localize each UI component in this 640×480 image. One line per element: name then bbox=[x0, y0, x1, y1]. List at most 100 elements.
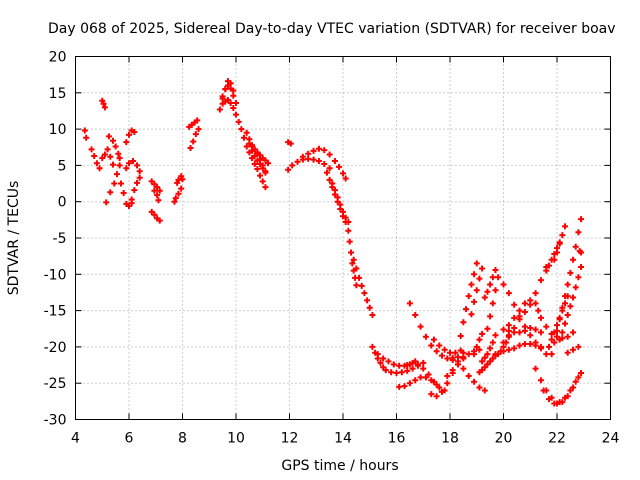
data-point bbox=[567, 269, 574, 276]
data-point bbox=[465, 372, 472, 379]
data-point bbox=[340, 170, 346, 177]
data-point bbox=[109, 137, 116, 144]
data-point bbox=[444, 372, 451, 379]
data-point bbox=[285, 166, 292, 173]
series-s31 bbox=[350, 256, 376, 318]
data-point bbox=[476, 275, 483, 282]
data-point bbox=[527, 332, 534, 339]
data-point bbox=[551, 339, 558, 346]
series-s41 bbox=[457, 260, 480, 340]
data-point bbox=[578, 264, 585, 271]
data-point bbox=[315, 145, 322, 152]
data-point bbox=[505, 346, 512, 353]
data-point bbox=[562, 394, 569, 401]
data-point bbox=[155, 197, 162, 204]
data-point bbox=[457, 333, 464, 340]
data-point bbox=[251, 160, 258, 167]
series-s02 bbox=[88, 146, 103, 172]
series-s52 bbox=[500, 281, 550, 358]
data-point bbox=[404, 362, 411, 369]
data-point bbox=[511, 329, 518, 336]
data-point bbox=[436, 342, 443, 349]
series-s63 bbox=[576, 248, 585, 256]
data-point bbox=[537, 314, 544, 321]
data-point bbox=[305, 150, 312, 157]
series-s42 bbox=[468, 265, 486, 318]
data-point bbox=[401, 383, 408, 390]
data-point bbox=[257, 160, 264, 167]
data-point bbox=[422, 333, 429, 340]
series-s19 bbox=[219, 82, 239, 106]
data-point bbox=[463, 306, 470, 313]
x-tick-label: 18 bbox=[441, 431, 459, 447]
data-point bbox=[551, 256, 558, 263]
data-point bbox=[484, 351, 491, 358]
data-point bbox=[310, 147, 317, 154]
data-point bbox=[156, 187, 163, 194]
series-s58 bbox=[548, 216, 585, 358]
data-point bbox=[479, 330, 486, 337]
series-s08 bbox=[123, 127, 138, 146]
data-point bbox=[134, 179, 141, 186]
data-point bbox=[500, 339, 507, 346]
series-s38 bbox=[430, 336, 464, 356]
data-point bbox=[259, 178, 266, 185]
data-point bbox=[361, 290, 368, 297]
data-point bbox=[471, 351, 478, 358]
data-point bbox=[190, 138, 197, 145]
data-point bbox=[151, 211, 158, 218]
data-point bbox=[489, 339, 496, 346]
data-point bbox=[154, 184, 161, 191]
data-point bbox=[559, 304, 566, 311]
x-tick-label: 6 bbox=[125, 431, 134, 447]
data-point bbox=[116, 162, 123, 169]
series-s46 bbox=[484, 274, 502, 332]
data-points bbox=[81, 78, 585, 407]
data-point bbox=[83, 134, 90, 141]
data-point bbox=[430, 378, 437, 385]
data-point bbox=[289, 162, 296, 169]
data-point bbox=[342, 175, 349, 182]
data-point bbox=[476, 336, 483, 343]
data-point bbox=[575, 274, 582, 281]
data-point bbox=[93, 160, 100, 167]
data-point bbox=[532, 365, 539, 372]
data-point bbox=[543, 323, 550, 330]
data-point bbox=[495, 274, 502, 281]
data-point bbox=[337, 201, 344, 208]
data-point bbox=[101, 151, 108, 158]
data-point bbox=[323, 169, 330, 176]
y-tick-label: -10 bbox=[44, 267, 67, 283]
data-point bbox=[428, 391, 435, 398]
data-point bbox=[156, 217, 163, 224]
data-point bbox=[505, 290, 512, 297]
data-point bbox=[230, 105, 237, 112]
data-point bbox=[385, 358, 392, 365]
data-point bbox=[194, 117, 201, 124]
data-point bbox=[532, 342, 539, 349]
data-point bbox=[556, 316, 563, 323]
data-point bbox=[481, 294, 488, 301]
data-point bbox=[505, 322, 512, 329]
data-point bbox=[433, 393, 440, 400]
data-point bbox=[511, 301, 518, 308]
data-point bbox=[487, 345, 494, 352]
data-point bbox=[489, 274, 496, 281]
series-s29 bbox=[329, 180, 352, 226]
data-point bbox=[473, 287, 480, 294]
data-point bbox=[126, 160, 132, 167]
series-s32 bbox=[369, 343, 427, 377]
data-point bbox=[578, 249, 585, 256]
series-s61 bbox=[540, 370, 585, 407]
data-point bbox=[154, 192, 161, 199]
data-point bbox=[81, 127, 88, 134]
y-tick-label: -15 bbox=[44, 304, 67, 320]
data-point bbox=[112, 143, 119, 150]
data-point bbox=[562, 300, 569, 307]
data-point bbox=[369, 343, 376, 350]
y-tick-label: 10 bbox=[49, 122, 67, 138]
data-point bbox=[151, 187, 158, 194]
data-point bbox=[100, 100, 107, 107]
data-point bbox=[575, 374, 582, 381]
data-point bbox=[578, 216, 585, 223]
